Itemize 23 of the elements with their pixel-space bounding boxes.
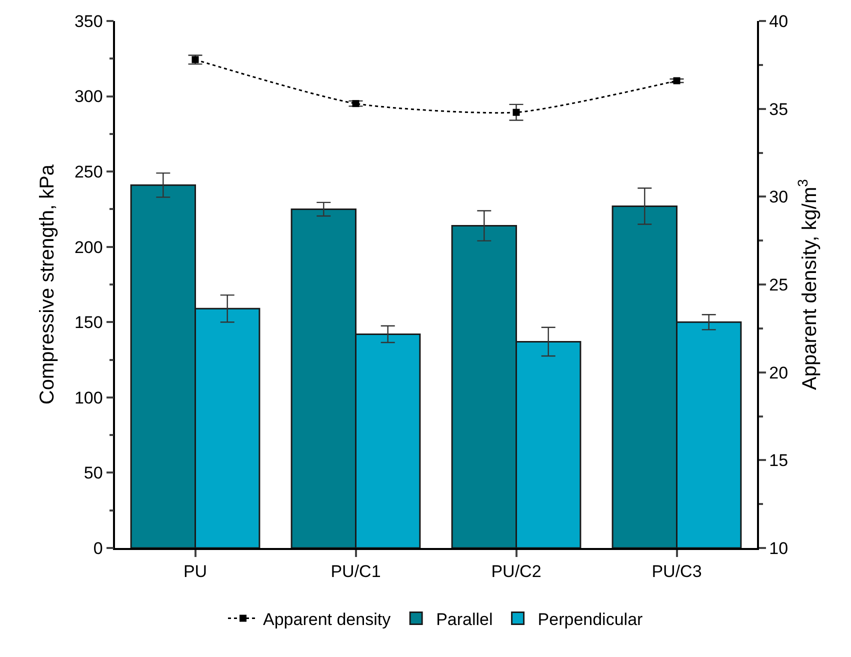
legend-label: Parallel [436,610,493,629]
x-tick-label: PU/C2 [491,562,542,582]
y2-tick-label: 25 [769,275,788,294]
y-tick-label: 300 [74,87,103,106]
y-tick-label: 0 [93,538,103,558]
x-tick-label: PU [183,562,208,582]
y2-tick-label: 30 [769,188,788,207]
y2-tick-label: 10 [769,538,788,558]
y-tick-label: 250 [74,162,103,182]
y2-tick-label: 40 [769,12,788,31]
y-tick-label: 150 [74,313,103,332]
y2-tick-label: 20 [769,363,788,382]
y-tick-label: 350 [74,12,103,31]
x-tick-label: PU/C1 [330,562,381,582]
legend-label: Apparent density [263,610,392,629]
y-tick-label: 100 [74,388,103,408]
y2-tick-label: 35 [769,100,788,119]
y-axis-title: Compressive strength, kPa [36,164,58,405]
legend-label: Perpendicular [538,610,644,629]
x-tick-label: PU/C3 [652,562,702,582]
y-tick-label: 200 [74,238,103,257]
y2-tick-label: 15 [769,451,788,470]
y-tick-label: 50 [84,464,103,483]
